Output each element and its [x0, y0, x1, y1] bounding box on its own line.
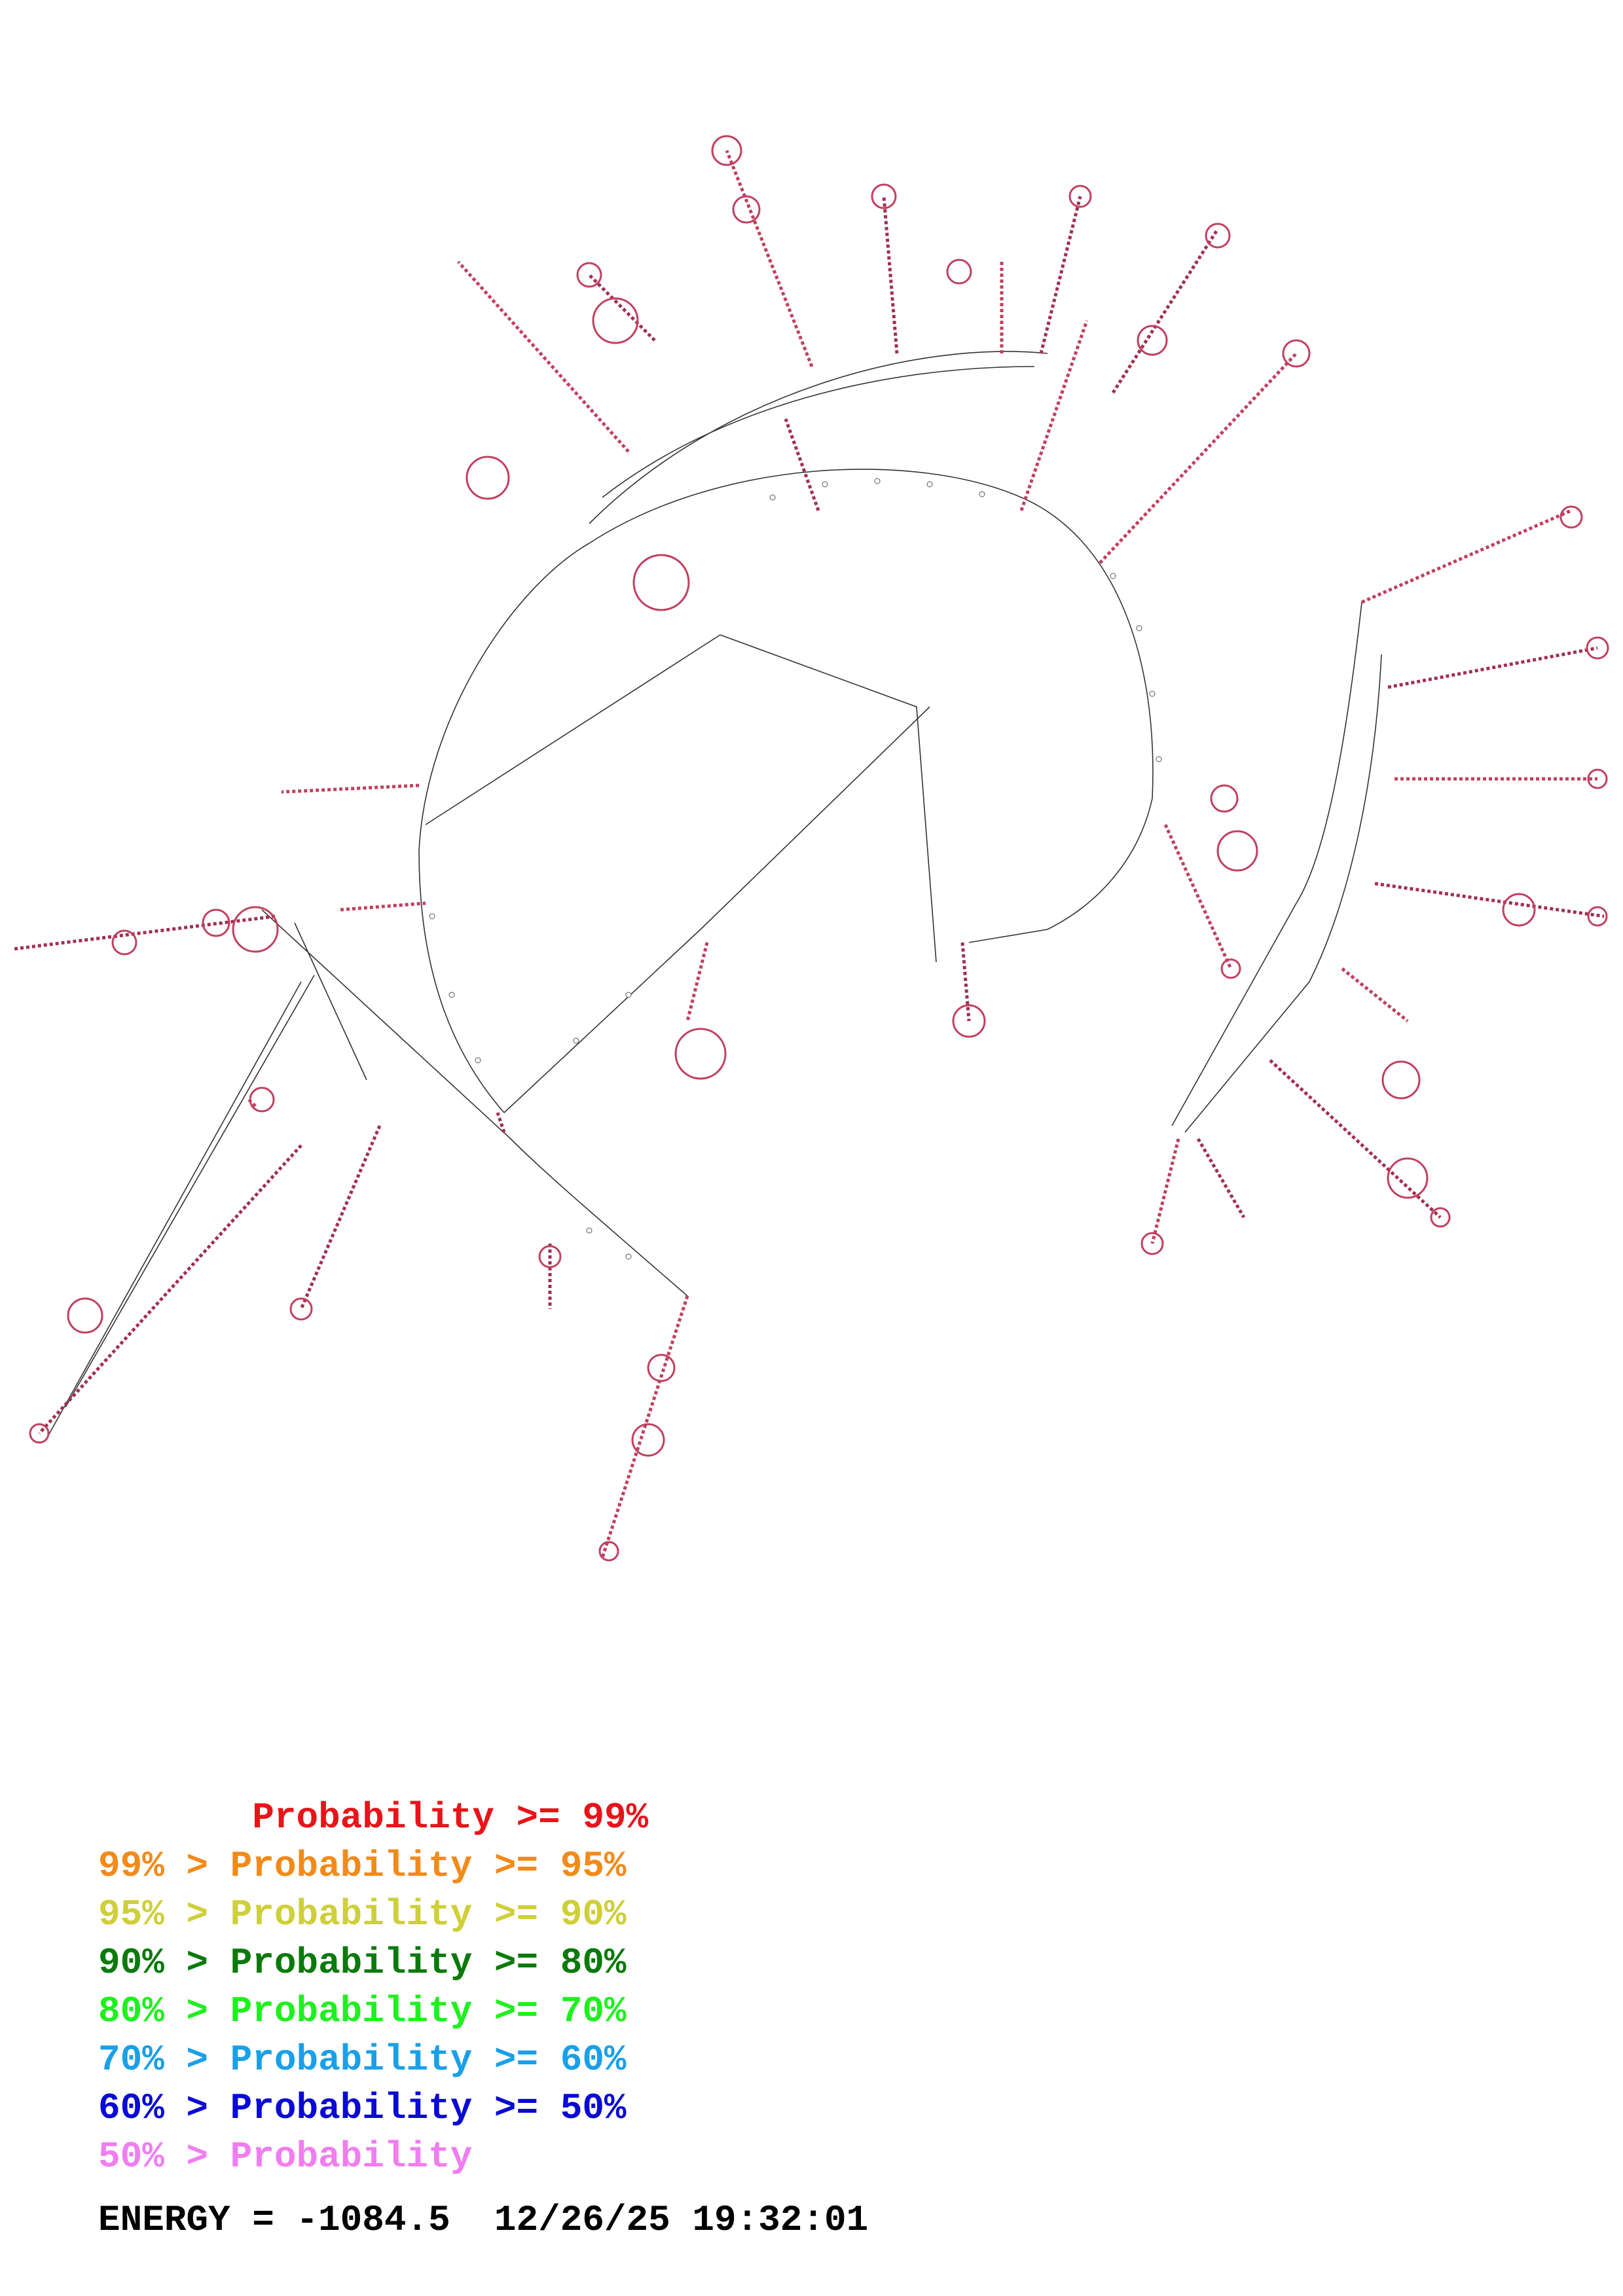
legend-prefix: 70% > [98, 2039, 230, 2081]
legend-row: 95% > Probability >= 90% [98, 1890, 648, 1939]
rna-backbone [45, 351, 1382, 1441]
unpaired-nucleotides [429, 478, 1162, 1260]
legend-row: 90% > Probability >= 80% [98, 1939, 648, 1987]
legend-prefix: 50% > [98, 2136, 230, 2178]
legend-row: 60% > Probability >= 50% [98, 2084, 648, 2132]
hairpin-loops [29, 135, 1609, 1562]
legend-row: 99% > Probability >= 95% [98, 1842, 648, 1890]
legend-prefix: 95% > [98, 1893, 230, 1935]
probability-legend: Probability >= 99% 99% > Probability >= 9… [98, 1793, 648, 2181]
legend-prefix: 80% > [98, 1990, 230, 2032]
legend-label: Probability >= 60% [230, 2039, 627, 2081]
legend-row: 70% > Probability >= 60% [98, 2036, 648, 2084]
legend-row: 80% > Probability >= 70% [98, 1987, 648, 2036]
legend-label: Probability >= 95% [230, 1845, 627, 1887]
legend-prefix: 99% > [98, 1845, 230, 1887]
legend-label: Probability >= 80% [230, 1942, 627, 1984]
legend-label: Probability >= 50% [230, 2087, 627, 2129]
legend-label: Probability >= 70% [230, 1990, 627, 2032]
energy-footer: ENERGY = -1084.5 12/26/25 19:32:01 [98, 2199, 868, 2241]
legend-row: 50% > Probability [98, 2132, 648, 2181]
legend-label: Probability >= 90% [230, 1893, 627, 1935]
legend-label: Probability [230, 2136, 473, 2178]
legend-prefix: 60% > [98, 2087, 230, 2129]
energy-value: ENERGY = -1084.5 [98, 2199, 450, 2241]
helix-stems [12, 150, 1605, 1558]
legend-prefix [98, 1797, 252, 1839]
legend-label: Probability >= 99% [252, 1797, 649, 1839]
rna-secondary-structure-diagram [12, 135, 1609, 1562]
timestamp: 12/26/25 19:32:01 [494, 2199, 869, 2241]
legend-row: Probability >= 99% [98, 1793, 648, 1842]
legend-prefix: 90% > [98, 1942, 230, 1984]
